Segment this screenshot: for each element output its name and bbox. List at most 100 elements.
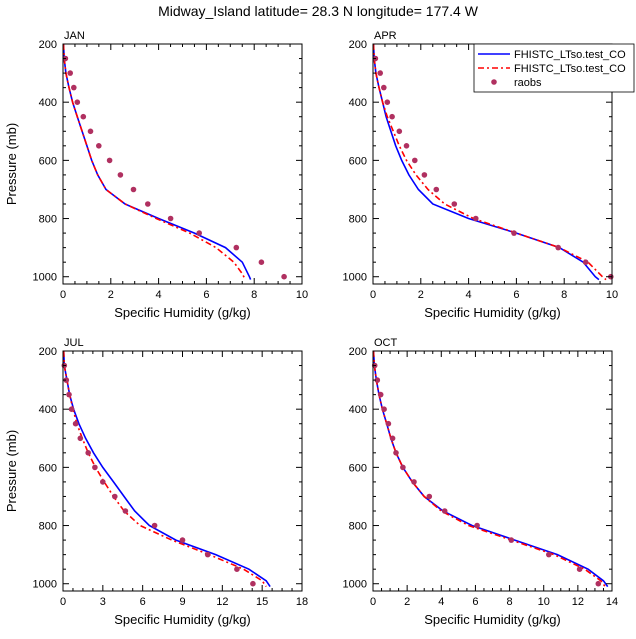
- raobs-point: [151, 522, 158, 529]
- legend-entry: FHISTC_LTso.test_CO: [514, 63, 626, 75]
- raobs-point: [77, 435, 84, 442]
- legend-entry: FHISTC_LTso.test_CO: [514, 49, 626, 61]
- raobs-point: [234, 566, 240, 572]
- raobs-point: [66, 391, 72, 398]
- panel-label: OCT: [374, 337, 398, 349]
- raobs-point: [385, 420, 392, 427]
- panel-jan: 0 2 4 6 8 10 200 400 600 800 1000 JAN Specific Humid…: [4, 30, 308, 320]
- raobs-point: [72, 420, 79, 427]
- y-tick-label: 400: [349, 97, 367, 109]
- raobs-point: [250, 580, 256, 587]
- raobs-point: [396, 128, 403, 135]
- raobs-point: [68, 406, 75, 413]
- panel-apr: 0 2 4 6 8 10 200 400 600 800 1000 APR Specific Humid…: [343, 30, 635, 320]
- x-axis-label: Specific Humidity (g/kg): [424, 305, 561, 320]
- raobs-point: [80, 113, 87, 120]
- raobs-point: [473, 215, 479, 222]
- raobs-point: [122, 508, 129, 514]
- raobs-point: [389, 113, 395, 120]
- y-tick-label: 600: [39, 155, 57, 167]
- raobs-point: [555, 244, 561, 251]
- raobs-point: [576, 566, 583, 572]
- x-tick-label: 2: [418, 289, 424, 301]
- raobs-point: [87, 128, 94, 135]
- raobs-point: [63, 377, 70, 383]
- panel-label: JUL: [64, 337, 84, 349]
- x-tick-label: 6: [472, 596, 478, 608]
- x-tick-label: 12: [216, 596, 228, 608]
- raobs-point: [374, 377, 381, 383]
- raobs-point: [546, 551, 552, 558]
- raobs-point: [179, 537, 186, 543]
- raobs-point: [451, 201, 458, 207]
- plot-frame: [62, 43, 303, 285]
- x-axis-label: Specific Humidity (g/kg): [114, 612, 251, 627]
- legend: FHISTC_LTso.test_CO FHISTC_LTso.test_COra…: [473, 43, 635, 93]
- y-tick-label: 1000: [343, 579, 367, 591]
- x-tick-label: 8: [507, 596, 513, 608]
- raobs-point: [403, 143, 410, 149]
- raobs-point: [106, 157, 113, 164]
- y-axis-label: Pressure (mb): [4, 430, 19, 512]
- raobs-point: [511, 230, 517, 236]
- x-tick-label: 0: [370, 289, 376, 301]
- y-tick-label: 200: [39, 39, 57, 51]
- raobs-point: [258, 259, 265, 266]
- panel-label: APR: [374, 30, 397, 42]
- x-tick-label: 0: [60, 289, 66, 301]
- raobs-point: [117, 172, 124, 178]
- x-tick-label: 10: [538, 596, 550, 608]
- raobs-point: [508, 537, 515, 543]
- raobs-point: [85, 450, 91, 456]
- x-tick-label: 9: [179, 596, 185, 608]
- raobs-point: [74, 99, 81, 105]
- y-tick-label: 800: [39, 521, 57, 533]
- raobs-point: [595, 580, 602, 587]
- raobs-point: [100, 479, 106, 485]
- y-tick-label: 1000: [343, 272, 367, 284]
- raobs-point: [441, 508, 448, 514]
- raobs-point: [582, 259, 589, 266]
- x-tick-label: 15: [256, 596, 268, 608]
- panel-label: JAN: [64, 30, 85, 42]
- raobs-point: [421, 172, 428, 178]
- y-tick-label: 200: [39, 346, 57, 358]
- y-tick-label: 800: [349, 214, 367, 226]
- raobs-point: [67, 70, 73, 76]
- x-tick-label: 0: [370, 596, 376, 608]
- x-tick-label: 4: [438, 596, 444, 608]
- y-tick-label: 400: [39, 404, 57, 416]
- x-tick-label: 10: [606, 289, 618, 301]
- plot-frame: [62, 350, 303, 592]
- legend-swatch-dot: [491, 79, 497, 85]
- series-line-2: [373, 44, 607, 281]
- y-tick-label: 200: [349, 346, 367, 358]
- legend-entry: raobs: [514, 77, 542, 89]
- raobs-point: [393, 450, 399, 456]
- raobs-point: [377, 70, 384, 76]
- raobs-point: [145, 201, 151, 207]
- x-tick-label: 4: [156, 289, 162, 301]
- panel-oct: 0 2 4 6 8 10 12 14 200 400 600 800 1000 OCT Specific H…: [343, 337, 619, 627]
- series-line-1: [373, 351, 609, 588]
- x-tick-label: 18: [296, 596, 308, 608]
- raobs-point: [130, 186, 137, 193]
- x-tick-label: 8: [251, 289, 257, 301]
- y-tick-label: 1000: [33, 579, 57, 591]
- raobs-point: [400, 464, 406, 471]
- raobs-point: [112, 493, 118, 500]
- raobs-point: [384, 99, 391, 105]
- x-tick-label: 2: [404, 596, 410, 608]
- y-tick-label: 600: [349, 155, 367, 167]
- y-tick-label: 600: [349, 462, 367, 474]
- y-tick-label: 400: [39, 97, 57, 109]
- raobs-point: [411, 479, 417, 485]
- plot-frame: [372, 350, 613, 592]
- y-tick-label: 800: [349, 521, 367, 533]
- raobs-point: [196, 230, 202, 236]
- legend-box: [473, 43, 635, 93]
- raobs-point: [381, 84, 387, 91]
- series-line-2: [373, 351, 606, 588]
